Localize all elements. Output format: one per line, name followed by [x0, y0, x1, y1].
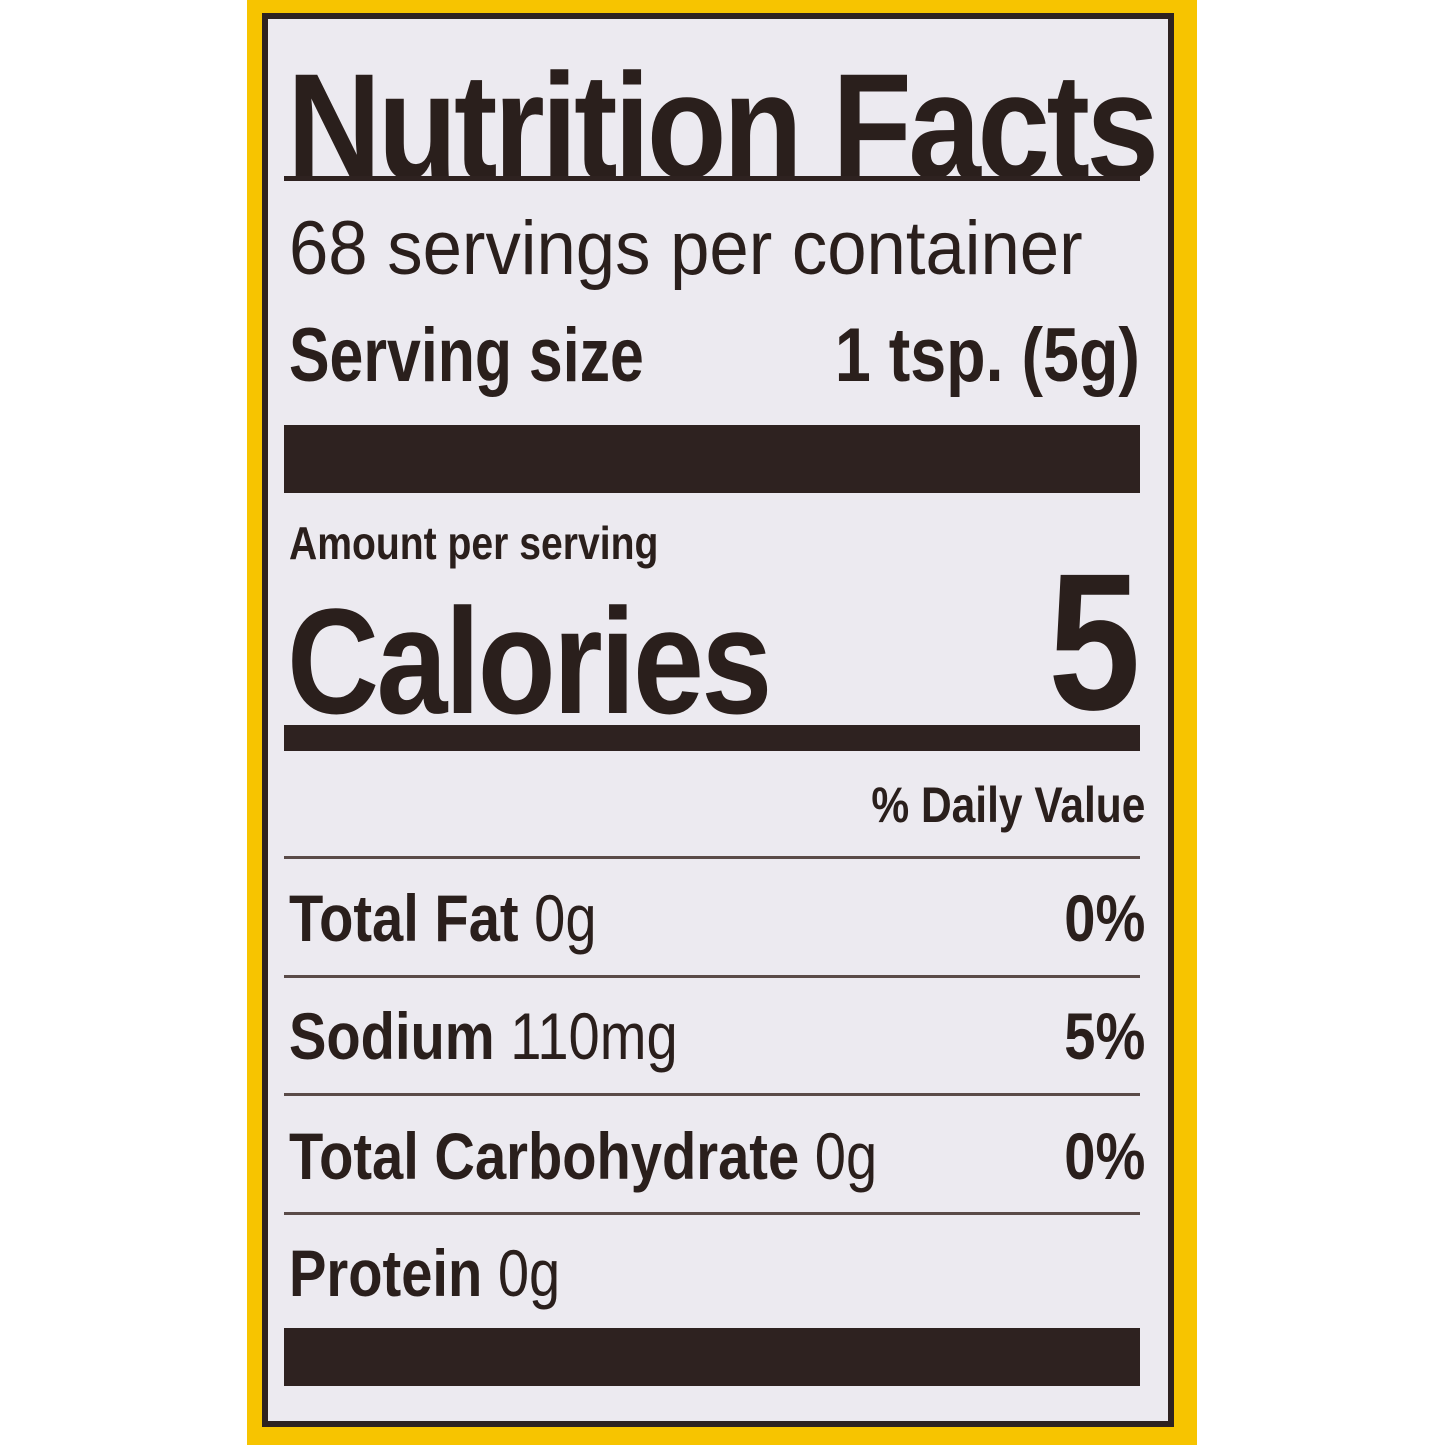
divider [284, 975, 1140, 978]
divider [284, 1093, 1140, 1096]
nutrient-name-amount: Protein 0g [289, 1235, 560, 1311]
serving-size-label: Serving size [289, 313, 644, 398]
nutrition-facts-panel [262, 13, 1174, 1427]
nutrient-name-amount: Sodium 110mg [289, 998, 678, 1074]
nutrient-amount: 110mg [510, 999, 678, 1073]
calories-label: Calories [287, 577, 772, 745]
nutrient-amount: 0g [814, 1119, 878, 1193]
nutrient-name: Total Fat [289, 881, 519, 955]
nutrient-name: Protein [289, 1236, 483, 1310]
calories-bar [284, 725, 1140, 751]
nutrient-name-amount: Total Fat 0g [289, 880, 597, 956]
nutrient-dv: 5% [1063, 999, 1145, 1073]
thick-bar-top [284, 425, 1140, 493]
nutrient-amount: 0g [497, 1236, 561, 1310]
nutrient-dv: 0% [1063, 881, 1145, 955]
nutrient-amount: 0g [534, 881, 597, 955]
servings-per-container: 68 servings per container [289, 206, 1083, 291]
label-title: Nutrition Facts [287, 42, 1159, 210]
amount-per-serving: Amount per serving [289, 517, 659, 569]
divider [284, 856, 1140, 859]
nutrient-name: Total Carbohydrate [289, 1119, 800, 1193]
divider [284, 1212, 1140, 1215]
title-rule [284, 176, 1140, 181]
nutrient-name-amount: Total Carbohydrate 0g [289, 1118, 877, 1194]
nutrient-dv: 0% [1063, 1119, 1145, 1193]
nutrient-name: Sodium [289, 999, 495, 1073]
thick-bar-bottom [284, 1328, 1140, 1386]
calories-value: 5 [1047, 533, 1140, 751]
serving-size-value: 1 tsp. (5g) [834, 313, 1140, 398]
daily-value-header: % Daily Value [870, 777, 1145, 833]
